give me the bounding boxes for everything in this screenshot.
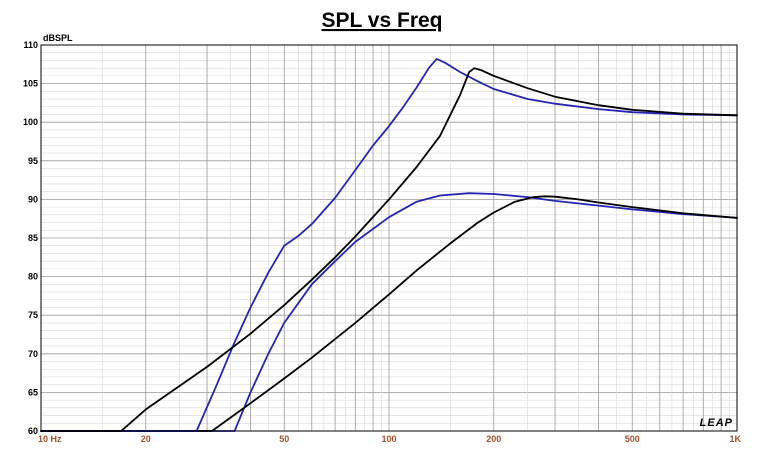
y-tick-label: 75 [28,310,38,320]
x-tick-label: 1K [729,434,741,444]
y-tick-label: 85 [28,233,38,243]
y-axis-label: dBSPL [43,33,73,43]
series-line-3 [40,58,738,432]
series-line-1 [40,192,738,432]
x-tick-label: 20 [141,434,151,444]
y-tick-label: 90 [28,194,38,204]
series-line-4 [40,67,738,432]
x-ticks: 10 Hz 20 50 100 200 500 1K [38,434,741,444]
grid [41,44,737,432]
series-group [40,58,738,432]
plot-frame [40,44,738,432]
y-tick-label: 110 [23,40,38,50]
y-tick-label: 65 [28,387,38,397]
y-ticks: 60 65 70 75 80 85 90 95 100 105 110 [23,40,38,436]
leap-logo: LEAP [700,417,733,429]
y-tick-label: 100 [23,117,38,127]
x-tick-label: 200 [486,434,501,444]
x-tick-label: 10 Hz [38,434,62,444]
x-tick-label: 50 [279,434,289,444]
chart-title: SPL vs Freq [322,9,443,32]
y-tick-label: 80 [28,272,38,282]
y-tick-label: 60 [28,426,38,436]
x-tick-label: 100 [381,434,396,444]
y-tick-label: 95 [28,156,38,166]
series-line-2 [40,195,738,432]
y-tick-label: 70 [28,349,38,359]
y-tick-label: 105 [23,79,38,89]
x-tick-label: 500 [625,434,640,444]
